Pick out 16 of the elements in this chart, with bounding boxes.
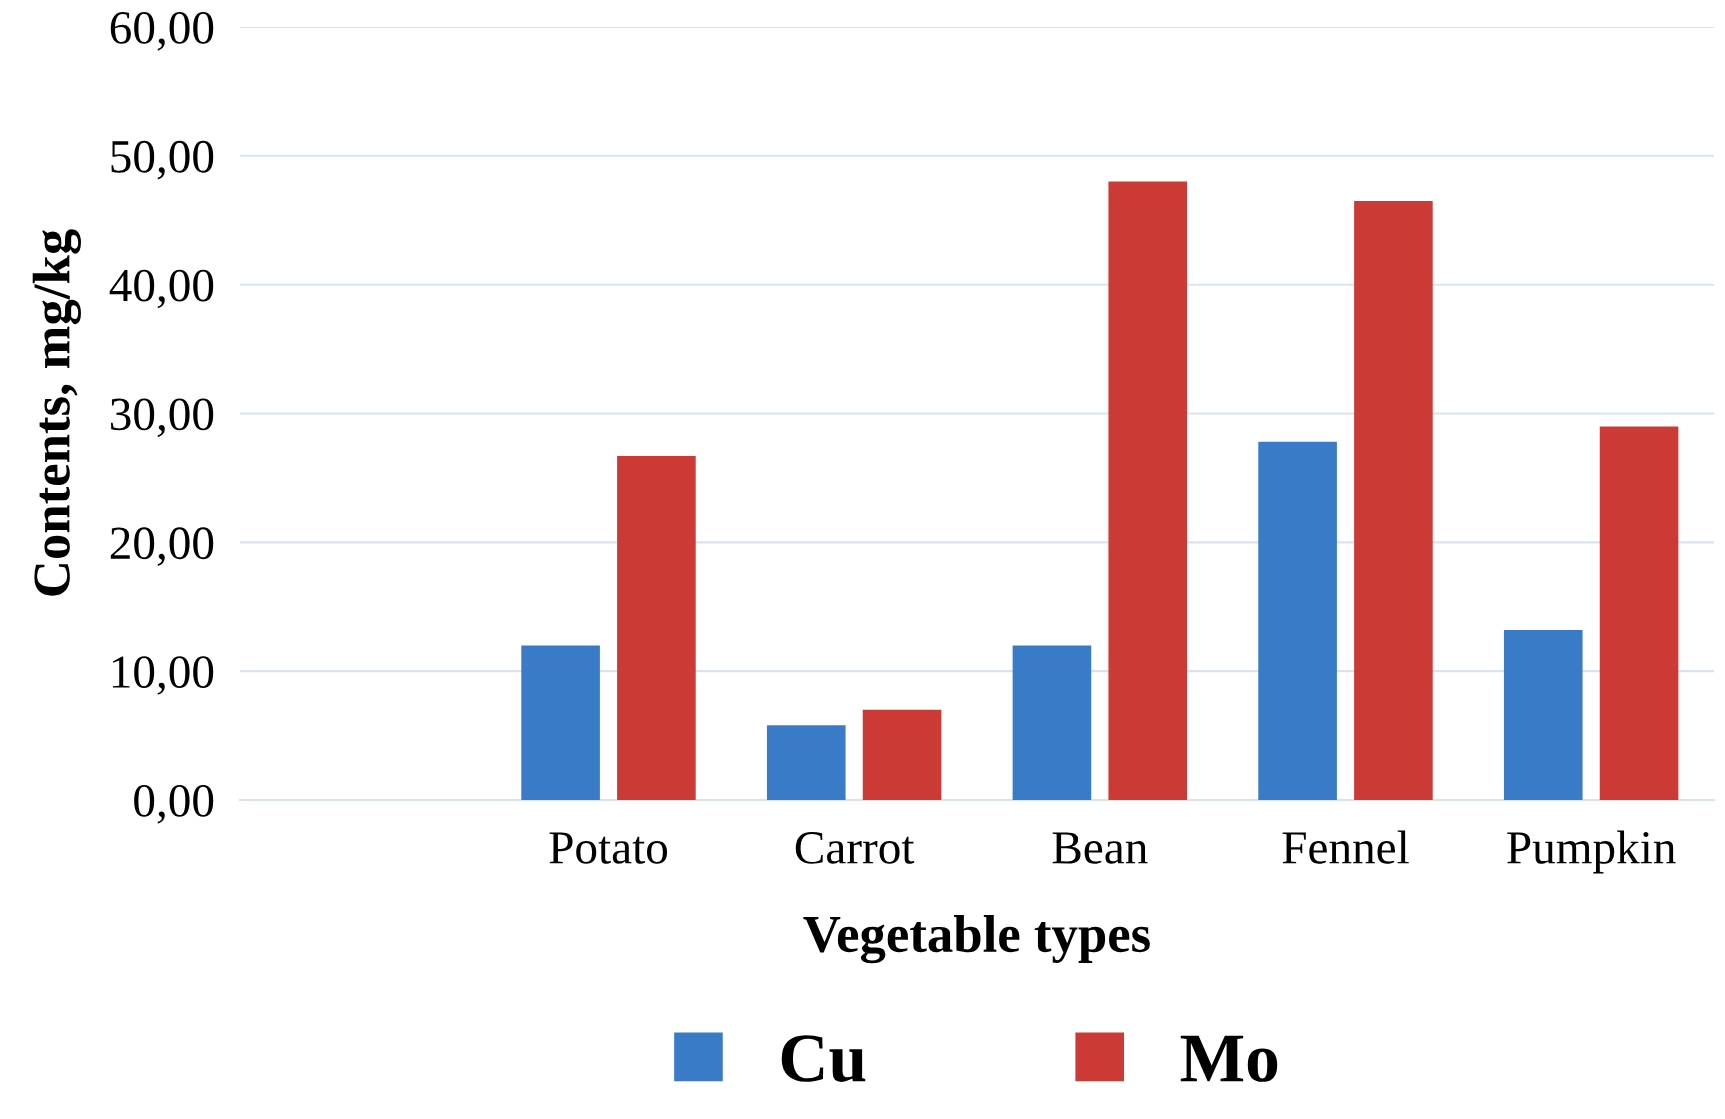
x-axis-title: Vegetable types — [803, 915, 1150, 964]
x-tick-label: Potato — [549, 832, 668, 864]
x-tick-label: Pumpkin — [1507, 830, 1676, 874]
y-tick-label: 40,00 — [109, 269, 214, 309]
y-tick-label: 30,00 — [111, 398, 214, 438]
legend-label: Cu — [781, 1035, 866, 1083]
x-tick-label: Carrot — [795, 832, 915, 864]
y-axis-title: Contents, mg/kg — [32, 229, 81, 596]
y-tick-label: 0,00 — [134, 784, 214, 824]
x-tick-label: Fennel — [1282, 830, 1409, 864]
y-tick-label: 60,00 — [110, 11, 214, 51]
legend-label: Mo — [1180, 1035, 1278, 1082]
x-tick-label: Bean — [1052, 832, 1148, 864]
y-tick-label: 10,00 — [112, 656, 214, 695]
y-tick-label: 20,00 — [110, 527, 214, 566]
y-tick-label: 50,00 — [111, 140, 214, 180]
